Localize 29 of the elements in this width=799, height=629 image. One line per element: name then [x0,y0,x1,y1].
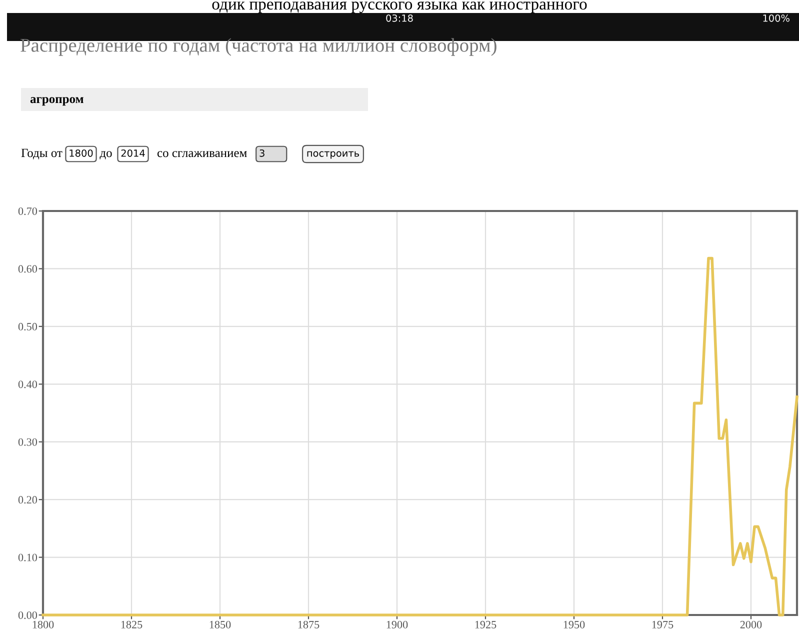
text: 2014 [121,149,145,157]
y-tick-label: 0.70 [18,207,38,216]
x-tick-label: 1925 [475,620,496,628]
x-tick-label: 1900 [386,620,408,628]
text: построить [307,151,359,159]
x-tick-label: 1800 [32,620,54,628]
x-tick-label: 1950 [564,620,585,628]
y-tick-label: 0.30 [18,438,38,446]
x-tick-label: 1975 [652,620,674,628]
text: 100% [763,14,790,22]
text: Годы от [21,148,62,160]
text: 3 [260,149,264,157]
x-tick-label: 2000 [740,620,762,628]
text: 1800 [70,149,93,157]
x-tick-label: 1825 [121,620,142,628]
x-tick-label: 1875 [298,620,320,628]
y-tick-label: 0.40 [18,380,38,388]
text: до [100,151,112,160]
text: агропром [30,97,84,106]
y-tick-label: 0.10 [18,554,38,562]
y-tick-label: 0.20 [18,496,38,504]
text: 03:18 [386,14,413,22]
text: одик преподавания русского языка как иностранного [212,2,587,14]
text: со сглаживанием [157,151,247,158]
x-tick-label: 1850 [210,620,231,628]
chart-title: Распределение по годам (частота на миллион словоформ) [20,38,496,56]
y-tick-label: 0.50 [18,322,38,330]
y-tick-label: 0.00 [18,611,38,620]
y-tick-label: 0.60 [18,265,38,273]
